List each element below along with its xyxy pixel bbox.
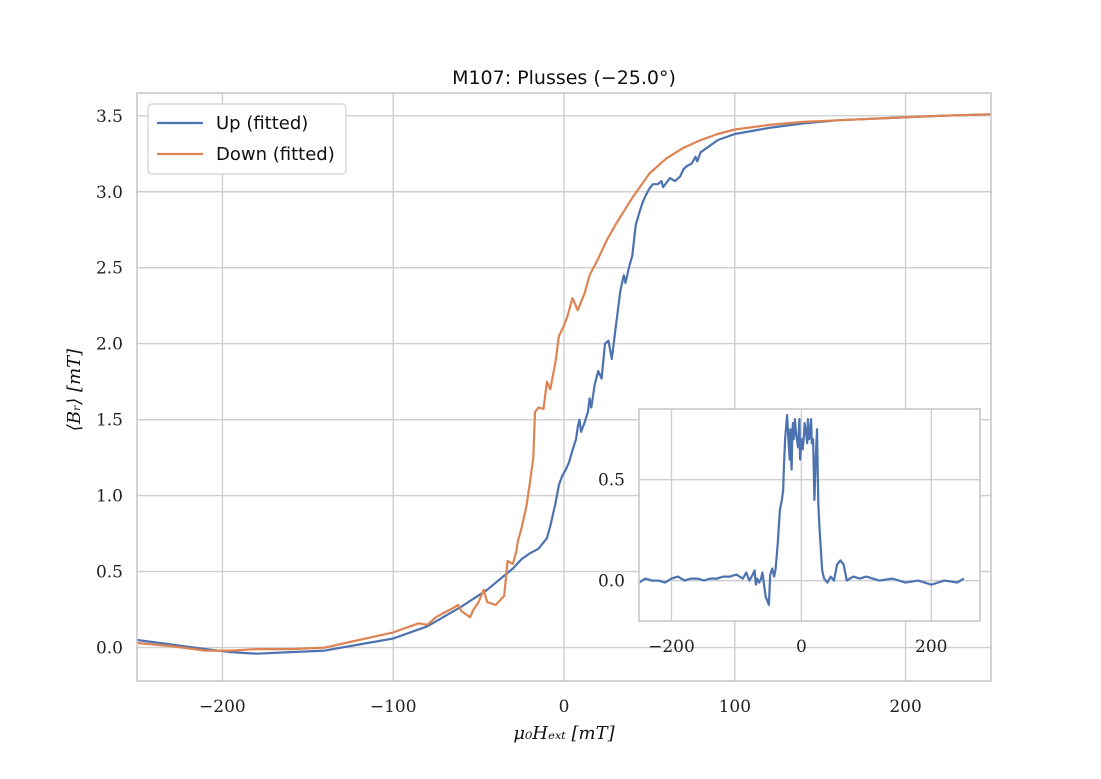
inset-y-tick-label: 0.5 (598, 471, 625, 491)
main-y-tick-label: 3.0 (96, 183, 123, 203)
legend-label-down: Down (fitted) (216, 144, 335, 165)
main-y-tick-label: 0.5 (96, 563, 123, 583)
chart-title: M107: Plusses (−25.0°) (452, 67, 676, 89)
inset-tick-labels: −200 0 200 0.0 0.5 (598, 471, 948, 657)
main-y-tick-label: 0.0 (96, 639, 123, 659)
inset-background (639, 409, 980, 621)
inset-series-layer (638, 414, 965, 606)
x-axis-label: μ₀Hₑₓₜ [mT] (513, 723, 615, 744)
main-x-tick-label: 100 (719, 697, 751, 717)
main-x-tick-label: 200 (889, 697, 921, 717)
main-y-tick-label: 1.0 (96, 487, 123, 507)
main-y-tick-label: 1.5 (96, 411, 123, 431)
legend-box (147, 103, 347, 175)
main-series-down-fitted-line (136, 113, 992, 652)
main-y-tick-label: 2.5 (96, 259, 123, 279)
inset-x-tick-label: 0 (796, 637, 807, 657)
inset-x-tick-label: 200 (915, 637, 947, 657)
main-plot-frame (136, 92, 992, 682)
legend-label-up: Up (fitted) (216, 113, 308, 134)
main-tick-labels: −200 −100 0 100 200 0.0 0.5 1.0 1.5 2.0 2.5 3.0 3.5 (96, 107, 922, 717)
inset-x-tick-label: −200 (648, 637, 695, 657)
main-x-tick-label: 0 (559, 697, 570, 717)
main-grid (137, 93, 991, 681)
inset-y-tick-label: 0.0 (598, 572, 625, 592)
main-y-tick-label: 3.5 (96, 107, 123, 127)
inset-plot-frame (638, 408, 981, 622)
main-x-tick-label: −200 (199, 697, 246, 717)
y-axis-label: ⟨Bᵣ⟩ [mT] (64, 348, 85, 431)
main-series-layer (136, 113, 992, 655)
inset-series-difference-line (638, 414, 965, 606)
main-y-tick-label: 2.0 (96, 335, 123, 355)
legend: Up (fitted) Down (fitted) (147, 103, 347, 175)
main-x-tick-label: −100 (370, 697, 417, 717)
main-series-up-fitted-line (136, 113, 992, 655)
